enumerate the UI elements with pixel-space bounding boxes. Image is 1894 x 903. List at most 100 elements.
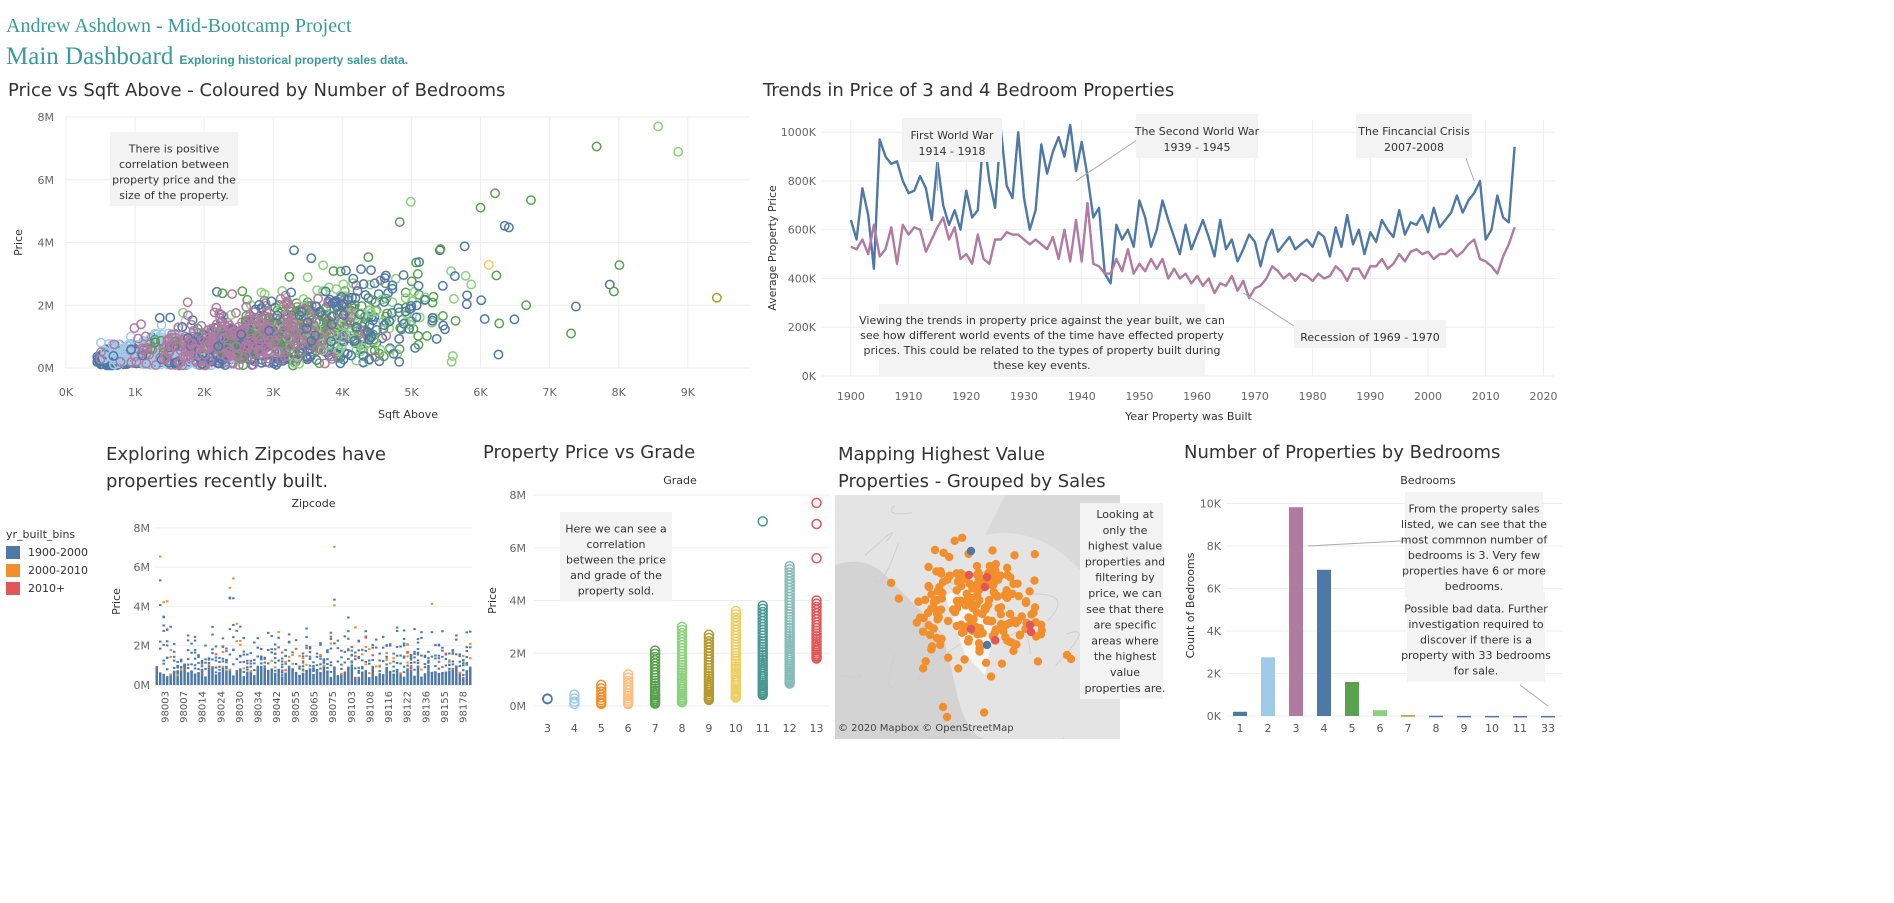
scatter-x-tick: 3K xyxy=(266,386,281,399)
bedrooms-bar xyxy=(1373,710,1387,716)
zipcode-title: Exploring which Zipcodes have properties… xyxy=(106,444,387,492)
zip-price-mark xyxy=(291,651,294,654)
crisis-annotation-box xyxy=(1356,114,1472,158)
legend-item[interactable]: 1900-2000 xyxy=(6,545,88,559)
zip-price-mark xyxy=(301,652,305,655)
scatter-point xyxy=(232,349,243,360)
zip-price-mark xyxy=(326,670,329,673)
zip-price-mark xyxy=(277,668,280,671)
zip-price-mark xyxy=(406,643,409,646)
zip-price-mark xyxy=(246,659,249,662)
zip-price-mark xyxy=(158,672,162,675)
zip-price-mark xyxy=(434,654,437,657)
zip-price-mark xyxy=(218,671,221,674)
scatter-point xyxy=(331,295,341,306)
zip-price-mark xyxy=(221,660,225,663)
scatter-point xyxy=(306,300,317,311)
grade-point xyxy=(676,624,688,636)
zip-bar xyxy=(444,672,448,685)
bedrooms-x-tick: 4 xyxy=(1321,722,1328,735)
scatter-x-tick: 1K xyxy=(128,386,143,399)
scatter-point xyxy=(113,339,124,350)
zip-price-mark xyxy=(357,671,361,674)
zip-price-mark xyxy=(409,658,413,661)
scatter-point xyxy=(364,320,375,331)
scatter-point xyxy=(96,347,106,358)
zip-bar xyxy=(280,677,284,685)
bedrooms-bar-chart[interactable]: Bedrooms 0K 2K 4K 6K 8K 10K Count of Bedrooms 1 2… xyxy=(1180,470,1570,760)
zip-price-mark xyxy=(413,661,416,664)
zip-price-mark xyxy=(378,673,381,676)
zip-bar xyxy=(364,670,367,685)
zip-price-mark xyxy=(458,655,462,658)
zip-price-mark xyxy=(423,656,427,659)
map-point xyxy=(982,640,992,650)
bedrooms-note-bad-data-line: property with 33 bedrooms xyxy=(1401,649,1551,662)
zip-price-mark xyxy=(333,545,336,548)
zip-bar xyxy=(176,675,179,685)
grade-point xyxy=(757,603,768,615)
trends-x-tick: 2010 xyxy=(1472,390,1500,403)
map-point xyxy=(933,586,943,596)
map-point xyxy=(1002,563,1012,573)
zip-bar xyxy=(399,673,402,685)
zip-price-mark xyxy=(462,662,465,665)
zip-price-mark xyxy=(413,628,416,631)
zip-price-mark xyxy=(228,586,232,589)
zip-bar xyxy=(326,671,329,685)
zip-price-mark xyxy=(315,655,319,658)
scatter-point xyxy=(427,315,438,326)
grade-note-line: between the price xyxy=(566,553,666,566)
map-point xyxy=(979,708,989,717)
zip-price-mark xyxy=(333,604,336,607)
zip-price-mark xyxy=(333,642,336,645)
zip-price-mark xyxy=(277,659,280,662)
scatter-point xyxy=(431,333,442,344)
price-vs-grade-chart[interactable]: Grade 0M 2M 4M 6M 8M Price 3 4 5 6 7 8 9 10 11 12 13 Here … xyxy=(480,470,835,760)
zip-axis-title: Zipcode xyxy=(291,497,335,510)
zip-price-mark xyxy=(172,670,176,673)
zip-price-mark xyxy=(232,597,235,600)
legend-item[interactable]: 2010+ xyxy=(6,581,88,595)
zip-price-mark xyxy=(361,648,364,651)
zip-price-mark xyxy=(256,655,260,658)
zip-price-mark xyxy=(253,675,256,678)
scatter-point xyxy=(404,304,415,314)
zip-price-mark xyxy=(207,667,211,670)
legend-title: yr_built_bins xyxy=(6,528,76,541)
trends-y-tick: 0K xyxy=(802,370,817,383)
zip-price-mark xyxy=(301,657,305,660)
zip-x-tick: 98030 xyxy=(235,691,246,723)
zip-price-mark xyxy=(340,663,343,666)
scatter-point xyxy=(171,357,182,368)
scatter-point xyxy=(447,351,458,361)
zipcode-price-chart[interactable]: Zipcode 0M 2M 4M 6M 8M Price 98003 98007 98014 980… xyxy=(100,490,480,750)
grade-point xyxy=(622,675,634,687)
map-point xyxy=(1015,631,1025,640)
bedrooms-x-tick: 8 xyxy=(1433,722,1440,735)
bedrooms-bar xyxy=(1429,715,1443,718)
scatter-point xyxy=(351,345,362,356)
zip-price-mark xyxy=(232,623,235,626)
legend-item[interactable]: 2000-2010 xyxy=(6,563,88,577)
property-map[interactable]: Looking at only the highest value propertie… xyxy=(835,495,1175,739)
price-vs-sqft-chart[interactable]: 0K 1K 2K 3K 4K 5K 6K 7K 8K 9K 0M 2M 4M 6M 8M Sqft Above… xyxy=(0,100,760,430)
zip-price-mark xyxy=(301,655,305,658)
price-trends-chart[interactable]: 1900 1910 1920 1930 1940 1950 1960 1970 1980 1990… xyxy=(760,100,1894,430)
zip-price-mark xyxy=(211,625,214,628)
grade-x-tick: 12 xyxy=(783,722,797,735)
bedrooms-y-tick: 4K xyxy=(1207,625,1222,638)
zip-bar xyxy=(273,673,277,685)
scatter-point xyxy=(326,336,336,347)
scatter-point xyxy=(459,241,470,252)
zip-price-mark xyxy=(263,667,266,670)
zip-price-mark xyxy=(413,675,416,678)
zip-price-mark xyxy=(200,668,204,671)
scatter-point xyxy=(225,309,236,320)
zip-price-mark xyxy=(232,648,235,651)
scatter-point xyxy=(302,317,313,328)
grade-point xyxy=(730,612,742,623)
scatter-x-tick: 8K xyxy=(612,386,627,399)
zip-price-mark xyxy=(301,669,305,672)
grade-point xyxy=(596,683,607,694)
